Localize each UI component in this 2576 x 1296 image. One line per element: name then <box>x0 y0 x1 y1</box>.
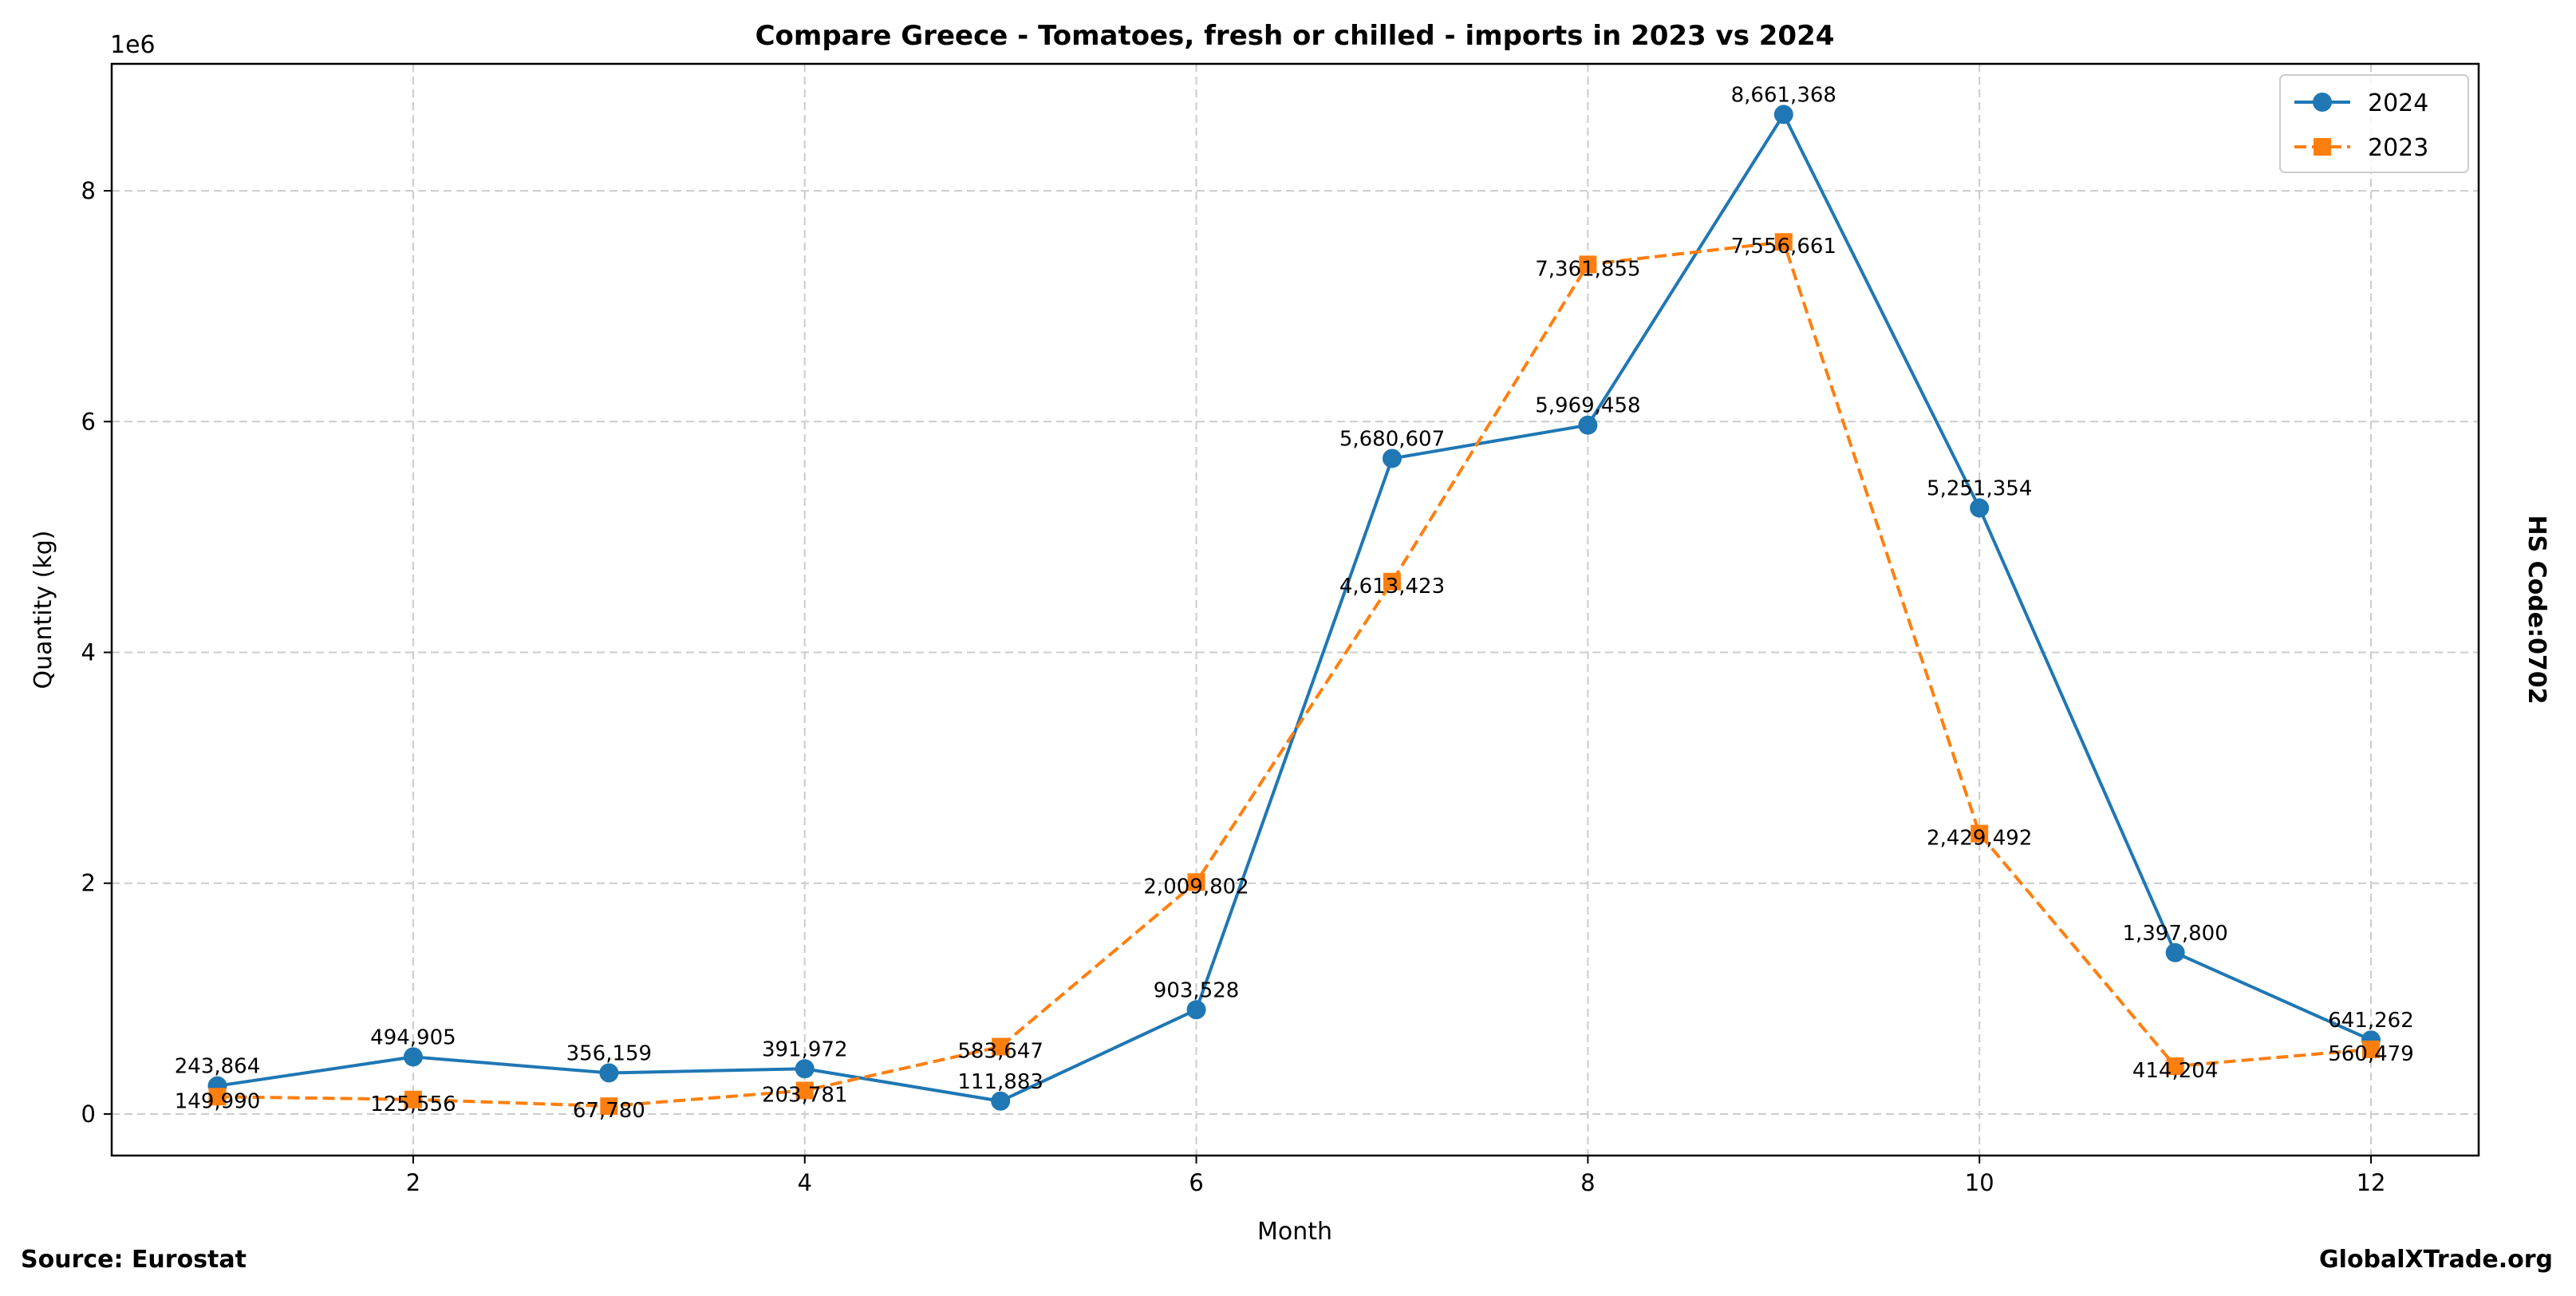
data-point-2024 <box>1382 448 1402 468</box>
data-label-2024: 641,262 <box>2328 1009 2414 1033</box>
chart-title: Compare Greece - Tomatoes, fresh or chil… <box>755 20 1835 52</box>
data-label-2024: 391,972 <box>762 1037 848 1061</box>
x-tick-label: 2 <box>406 1169 420 1196</box>
data-point-2023 <box>795 1081 814 1100</box>
y-tick-label: 4 <box>81 639 96 666</box>
series-layer <box>207 105 2381 1116</box>
data-label-2024: 111,883 <box>957 1070 1043 1094</box>
y-tick-label: 0 <box>81 1100 96 1128</box>
data-label-2023: 149,990 <box>175 1089 261 1113</box>
data-point-2023 <box>1970 824 1989 843</box>
data-label-2023: 2,429,492 <box>1927 827 2032 851</box>
brand-label: GlobalXTrade.org <box>2319 1246 2553 1274</box>
series-line-2024 <box>217 111 2372 1103</box>
y-axis-label: Quantity (kg) <box>30 531 57 689</box>
data-label-2024: 903,528 <box>1154 978 1240 1002</box>
data-point-2024 <box>2165 942 2185 962</box>
y-tick-label: 6 <box>81 408 96 435</box>
data-label-2023: 125,556 <box>370 1093 456 1116</box>
data-point-2023 <box>2362 1040 2381 1058</box>
data-point-2023 <box>1187 873 1205 891</box>
legend-label-2023: 2023 <box>2368 134 2428 162</box>
data-label-2024: 243,864 <box>175 1055 261 1079</box>
data-point-2023 <box>992 1037 1010 1056</box>
data-label-2023: 414,204 <box>2132 1059 2219 1083</box>
data-labels: 243,864 494,905 356,159 391,972 111,883 903,5… <box>175 83 2414 1123</box>
series-line-2023 <box>217 240 2372 1108</box>
legend-marker-2024 <box>2313 93 2332 112</box>
grid <box>112 64 2479 1156</box>
data-point-2023 <box>600 1097 618 1116</box>
x-axis-label: Month <box>1257 1218 1332 1246</box>
data-point-2024 <box>991 1091 1011 1111</box>
data-point-2023 <box>2166 1057 2184 1076</box>
data-point-2023 <box>208 1088 227 1106</box>
data-label-2023: 4,613,423 <box>1339 575 1445 599</box>
data-label-2024: 1,397,800 <box>2122 922 2227 946</box>
data-label-2023: 2,009,802 <box>1143 875 1249 899</box>
y-tick-label: 2 <box>81 870 96 897</box>
axis-ticks: 2 4 6 8 10 12 0 2 4 6 8 <box>81 177 2386 1196</box>
x-tick-label: 12 <box>2357 1169 2386 1196</box>
data-point-2024 <box>1186 1000 1206 1020</box>
y-tick-label: 8 <box>81 177 96 204</box>
data-label-2024: 5,969,458 <box>1535 394 1640 418</box>
data-point-2023 <box>404 1090 422 1108</box>
data-label-2023: 203,781 <box>762 1083 848 1107</box>
data-label-2024: 494,905 <box>370 1025 456 1049</box>
data-point-2024 <box>1773 105 1793 124</box>
legend: 2024 2023 <box>2279 74 2469 173</box>
data-point-2023 <box>1579 255 1597 274</box>
data-label-2024: 5,251,354 <box>1927 477 2032 501</box>
data-point-2023 <box>1774 233 1793 251</box>
hs-code-label: HS Code:0702 <box>2523 515 2550 704</box>
legend-marker-2023 <box>2314 138 2331 156</box>
data-label-2023: 7,556,661 <box>1731 235 1836 259</box>
y-offset-label: 1e6 <box>110 31 156 59</box>
x-tick-label: 10 <box>1965 1169 1994 1196</box>
data-label-2023: 560,479 <box>2328 1042 2414 1066</box>
data-point-2024 <box>1578 415 1598 435</box>
source-label: Source: Eurostat <box>21 1246 247 1274</box>
data-label-2023: 583,647 <box>957 1040 1043 1064</box>
data-point-2024 <box>599 1063 619 1083</box>
x-tick-label: 4 <box>798 1169 812 1196</box>
data-point-2024 <box>403 1047 423 1067</box>
data-label-2023: 67,780 <box>573 1099 645 1123</box>
legend-label-2024: 2024 <box>2368 89 2428 117</box>
data-label-2024: 8,661,368 <box>1731 83 1836 107</box>
x-tick-label: 6 <box>1189 1169 1203 1196</box>
data-point-2024 <box>1970 498 1990 518</box>
x-tick-label: 8 <box>1580 1169 1595 1196</box>
plot-frame <box>110 62 2480 1157</box>
data-label-2023: 7,361,855 <box>1535 257 1640 281</box>
data-label-2024: 5,680,607 <box>1339 427 1445 451</box>
data-label-2024: 356,159 <box>566 1041 653 1065</box>
data-point-2024 <box>795 1059 815 1079</box>
data-point-2023 <box>1383 572 1401 591</box>
